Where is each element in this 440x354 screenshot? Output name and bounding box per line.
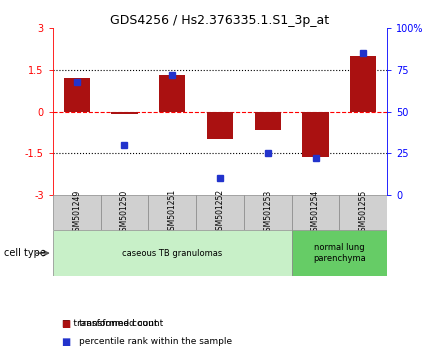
Text: GSM501255: GSM501255 (359, 189, 368, 235)
Bar (196, 195, 244, 230)
Bar (292, 195, 339, 230)
Text: ■: ■ (62, 319, 71, 329)
Text: GSM501253: GSM501253 (263, 189, 272, 235)
Bar (53, 195, 101, 230)
Bar (244, 195, 292, 230)
Bar (159, 75, 185, 112)
Bar (207, 112, 233, 139)
Text: GSM501250: GSM501250 (120, 189, 129, 235)
Bar (53, 230, 292, 276)
Bar (292, 230, 387, 276)
Bar (302, 112, 329, 157)
Bar (101, 195, 148, 230)
Bar (350, 56, 377, 112)
Text: GSM501249: GSM501249 (72, 189, 81, 235)
Bar (255, 112, 281, 130)
Text: GSM501251: GSM501251 (168, 189, 177, 235)
Bar (111, 112, 138, 114)
Text: transformed count: transformed count (79, 319, 163, 329)
Text: normal lung
parenchyma: normal lung parenchyma (313, 244, 366, 263)
Bar (339, 195, 387, 230)
Text: GSM501252: GSM501252 (216, 189, 224, 235)
Text: caseous TB granulomas: caseous TB granulomas (122, 249, 222, 258)
Text: percentile rank within the sample: percentile rank within the sample (79, 337, 232, 346)
Text: GSM501254: GSM501254 (311, 189, 320, 235)
Bar (63, 78, 90, 112)
Text: ■ transformed count: ■ transformed count (62, 319, 157, 329)
Bar (148, 195, 196, 230)
Text: ■: ■ (62, 337, 71, 347)
Title: GDS4256 / Hs2.376335.1.S1_3p_at: GDS4256 / Hs2.376335.1.S1_3p_at (110, 14, 330, 27)
Text: cell type: cell type (4, 248, 46, 258)
